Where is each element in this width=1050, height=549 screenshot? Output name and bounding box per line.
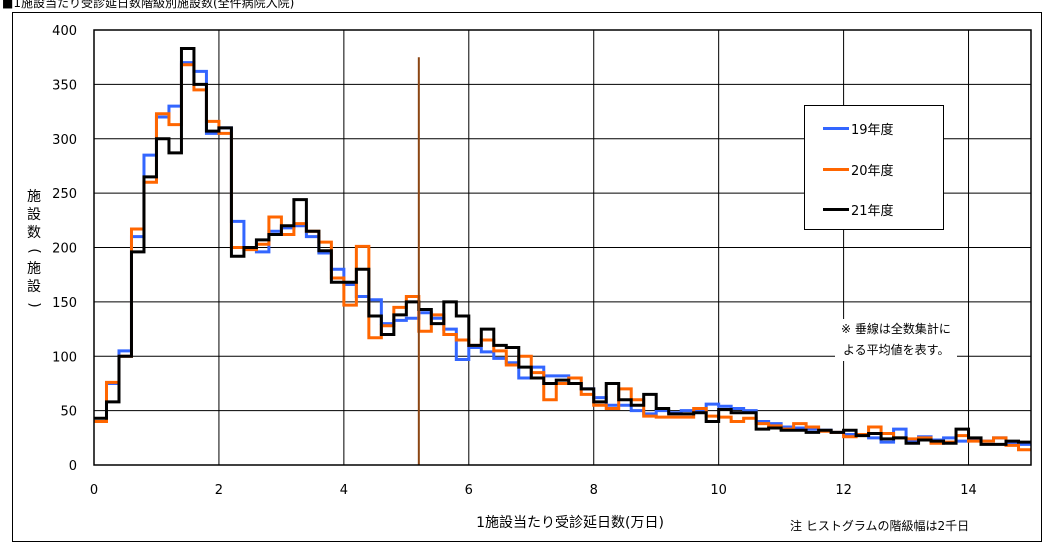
- y-tick-label: 100: [52, 350, 77, 365]
- x-tick-label: 8: [590, 483, 598, 498]
- legend-label: 20年度: [851, 163, 894, 179]
- mean-line-note: ※ 垂線は全数集計に よる平均値を表す。: [835, 319, 957, 361]
- series-lines: [94, 46, 1031, 452]
- legend-item-20: 20年度: [823, 159, 894, 179]
- y-tick-label: 350: [52, 78, 77, 93]
- legend-item-21: 21年度: [823, 199, 894, 219]
- x-tick-label: 4: [340, 483, 348, 498]
- mean-line-note-line1: ※ 垂線は全数集計に: [841, 322, 951, 336]
- legend: 19年度 20年度 21年度: [804, 105, 944, 230]
- y-tick-labels: 0 50 100 150 200 250 300 350 400: [52, 24, 77, 474]
- plot-border: [93, 29, 1032, 466]
- x-tick-label: 6: [465, 483, 473, 498]
- chart-frame: [12, 12, 1042, 542]
- legend-swatch: [823, 207, 849, 211]
- bin-width-note: 注 ヒストグラムの階級幅は2千日: [790, 519, 970, 533]
- y-tick-label: 250: [52, 187, 77, 202]
- x-tick-label: 14: [960, 483, 977, 498]
- x-tick-label: 2: [215, 483, 223, 498]
- x-tick-labels: 0 2 4 6 8 10 12 14: [90, 483, 977, 498]
- legend-item-19: 19年度: [823, 118, 894, 138]
- x-axis-label: 1施設当たり受診延日数(万日): [476, 515, 664, 531]
- y-tick-label: 150: [52, 296, 77, 311]
- series-line-2: [94, 46, 1031, 446]
- x-tick-label: 0: [90, 483, 98, 498]
- legend-swatch: [823, 167, 849, 171]
- series-line-1: [94, 63, 1031, 452]
- y-tick-label: 200: [52, 242, 77, 257]
- y-tick-label: 300: [52, 133, 77, 148]
- axes: [93, 29, 1032, 466]
- mean-line-note-line2: よる平均値を表す。: [843, 343, 950, 357]
- page-title: ■1施設当たり受診延日数階級別施設数(全件病院入院): [2, 0, 295, 10]
- y-tick-label: 400: [52, 24, 77, 39]
- x-tick-label: 10: [710, 483, 727, 498]
- legend-swatch: [823, 126, 849, 130]
- legend-label: 21年度: [851, 203, 894, 219]
- x-tick-label: 12: [835, 483, 852, 498]
- y-axis-label: 施設数(施設): [26, 189, 42, 308]
- legend-label: 19年度: [851, 122, 894, 138]
- y-tick-label: 0: [69, 459, 77, 474]
- y-tick-label: 50: [60, 405, 77, 420]
